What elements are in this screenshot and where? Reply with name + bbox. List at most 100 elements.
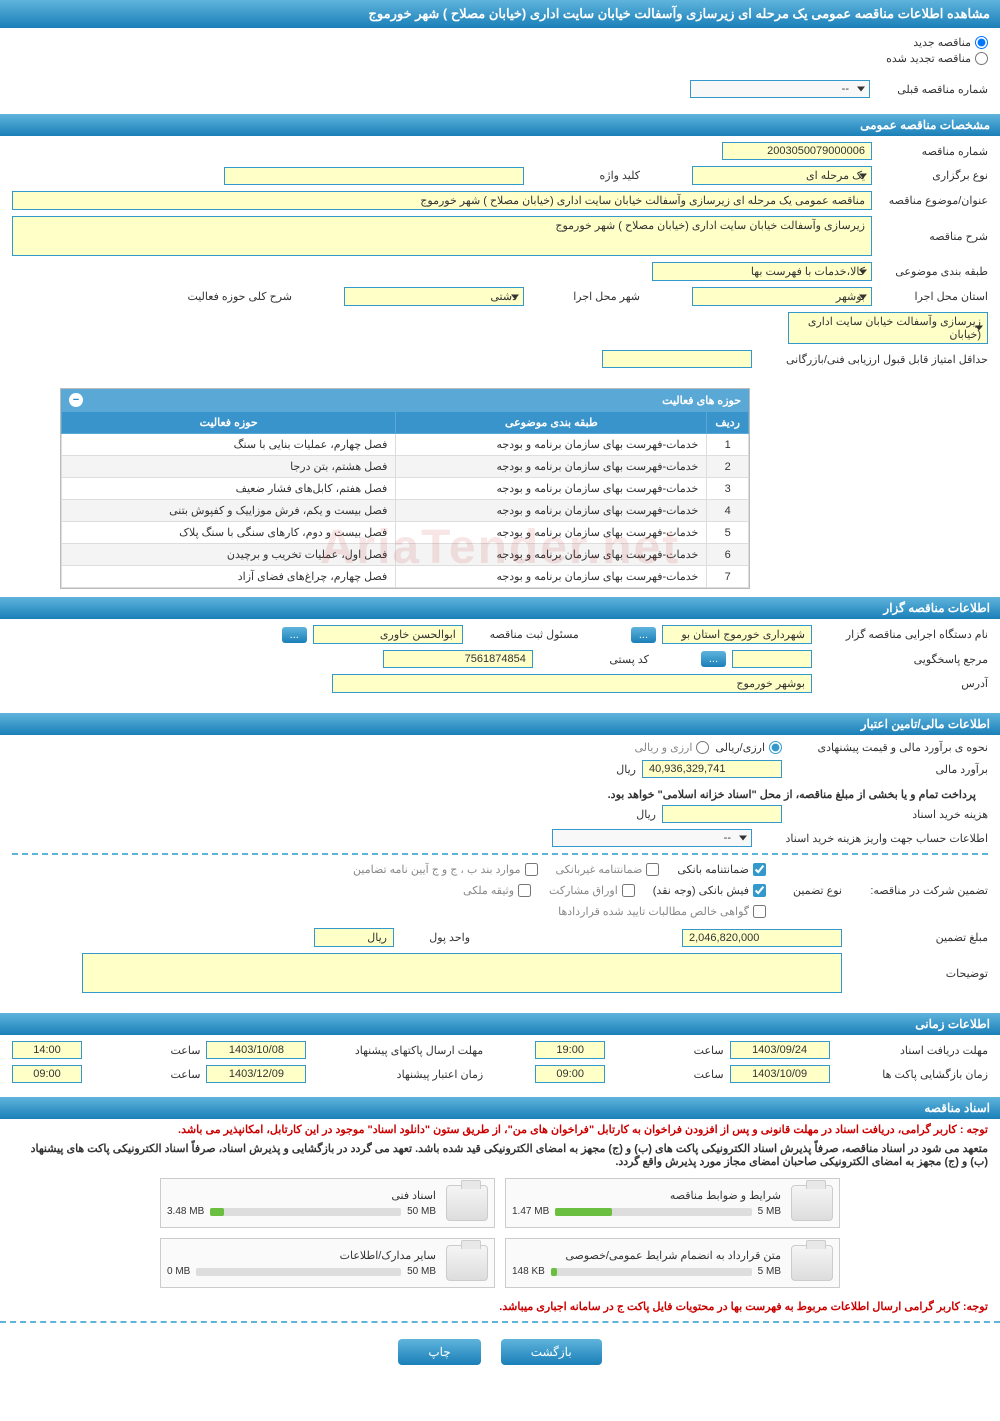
- reg-more-button[interactable]: ...: [282, 627, 307, 643]
- row-idx: 3: [707, 478, 749, 500]
- unit-value: ریال: [314, 928, 394, 947]
- activity-select[interactable]: زیرسازی وآسفالت خیابان سایت اداری (خیابا…: [788, 312, 988, 344]
- ck-clause-b[interactable]: موارد بند ب ، ج و ج آیین نامه تضامین: [353, 863, 537, 876]
- doc-used: 3.48 MB: [167, 1206, 204, 1217]
- open-date: 1403/10/09: [730, 1065, 830, 1083]
- collapse-icon[interactable]: −: [69, 393, 83, 407]
- radio-renewed[interactable]: مناقصه تجدید شده: [886, 52, 988, 65]
- ck-property[interactable]: وثیقه ملکی: [463, 884, 531, 897]
- ck-bank-guarantee[interactable]: ضمانتنامه بانکی: [677, 863, 766, 876]
- table-row: 3 خدمات-فهرست بهای سازمان برنامه و بودجه…: [62, 478, 749, 500]
- row-idx: 6: [707, 544, 749, 566]
- radio-new[interactable]: مناقصه جدید: [913, 36, 988, 49]
- folder-icon: [446, 1185, 488, 1221]
- reg-value: ابوالحسن خاوری: [313, 625, 463, 644]
- zip-label: کد پستی: [539, 653, 649, 666]
- doc-progress: [555, 1208, 751, 1216]
- guar-amt-label: مبلغ تضمین: [848, 931, 988, 944]
- row-area: فصل بیست و یکم، فرش موزاییک و کفپوش بتنی: [62, 500, 396, 522]
- type-select[interactable]: یک مرحله ای: [692, 166, 872, 185]
- activity-table: حوزه های فعالیت − ردیف طبقه بندی موضوعی …: [60, 388, 750, 589]
- print-button[interactable]: چاپ: [398, 1339, 480, 1365]
- row-area: فصل چهارم، عملیات بنایی با سنگ: [62, 434, 396, 456]
- doc-fee-value[interactable]: [662, 805, 782, 823]
- min-score-label: حداقل امتیاز قابل قبول ارزیابی فنی/بازرگ…: [758, 353, 988, 366]
- prov-label: استان محل اجرا: [878, 290, 988, 303]
- ck-cash[interactable]: فیش بانکی (وجه نقد): [653, 884, 766, 897]
- radio-new-label: مناقصه جدید: [913, 36, 971, 49]
- tender-mode-radios: مناقصه جدید مناقصه تجدید شده: [0, 28, 1000, 76]
- doc-total: 50 MB: [407, 1266, 436, 1277]
- doc-total: 50 MB: [407, 1206, 436, 1217]
- resp-value[interactable]: [732, 650, 812, 668]
- back-button[interactable]: بازگشت: [501, 1339, 602, 1365]
- class-select[interactable]: کالا،خدمات با فهرست بها: [652, 262, 872, 281]
- city-select[interactable]: دشتی: [344, 287, 524, 306]
- org-more-button[interactable]: ...: [631, 627, 656, 643]
- remarks-label: توضیحات: [848, 967, 988, 980]
- min-score-value[interactable]: [602, 350, 752, 368]
- doc-title: شرایط و ضوابط مناقصه: [512, 1189, 781, 1202]
- row-idx: 5: [707, 522, 749, 544]
- est-label: برآورد مالی: [788, 763, 988, 776]
- doc-card[interactable]: سایر مدارک/اطلاعات 0 MB 50 MB: [160, 1238, 495, 1288]
- send-time: 14:00: [12, 1041, 82, 1059]
- doc-fee-label: هزینه خرید اسناد: [788, 808, 988, 821]
- doc-title: متن قرارداد به انضمام شرایط عمومی/خصوصی: [512, 1249, 781, 1262]
- valid-label: زمان اعتبار پیشنهاد: [312, 1068, 483, 1081]
- doc-card[interactable]: شرایط و ضوابط مناقصه 1.47 MB 5 MB: [505, 1178, 840, 1228]
- recv-time: 19:00: [535, 1041, 605, 1059]
- est-unit: ریال: [616, 763, 636, 776]
- send-date: 1403/10/08: [206, 1041, 306, 1059]
- row-cat: خدمات-فهرست بهای سازمان برنامه و بودجه: [396, 522, 707, 544]
- prov-select[interactable]: بوشهر: [692, 287, 872, 306]
- org-label: نام دستگاه اجرایی مناقصه گزار: [818, 628, 988, 641]
- valid-time: 09:00: [12, 1065, 82, 1083]
- city-label: شهر محل اجرا: [530, 290, 640, 303]
- doc-card[interactable]: اسناد فنی 3.48 MB 50 MB: [160, 1178, 495, 1228]
- recv-date: 1403/09/24: [730, 1041, 830, 1059]
- section-holder: اطلاعات مناقصه گزار: [0, 597, 1000, 619]
- unit-label: واحد پول: [400, 931, 470, 944]
- keyword-label: کلید واژه: [530, 169, 640, 182]
- folder-icon: [791, 1245, 833, 1281]
- docs-note-2: متعهد می شود در اسناد مناقصه، صرفاً پذیر…: [0, 1140, 1000, 1170]
- hour-label-2: ساعت: [88, 1044, 200, 1057]
- radio-both[interactable]: ارزی و ریالی: [634, 741, 709, 754]
- row-area: فصل هفتم، کابل‌های فشار ضعیف: [62, 478, 396, 500]
- ck-bonds[interactable]: اوراق مشارکت: [549, 884, 635, 897]
- radio-renewed-label: مناقصه تجدید شده: [886, 52, 971, 65]
- guar-amt-value: 2,046,820,000: [682, 929, 842, 947]
- doc-progress: [210, 1208, 401, 1216]
- acc-label: اطلاعات حساب جهت واریز هزینه خرید اسناد: [758, 832, 988, 845]
- keyword-value[interactable]: [224, 167, 524, 185]
- row-area: فصل بیست و دوم، کارهای سنگی با سنگ پلاک: [62, 522, 396, 544]
- folder-icon: [791, 1185, 833, 1221]
- title-value: مناقصه عمومی یک مرحله ای زیرسازی وآسفالت…: [12, 191, 872, 210]
- row-idx: 7: [707, 566, 749, 588]
- doc-card[interactable]: متن قرارداد به انضمام شرایط عمومی/خصوصی …: [505, 1238, 840, 1288]
- class-label: طبقه بندی موضوعی: [878, 265, 988, 278]
- row-area: فصل هشتم، بتن درجا: [62, 456, 396, 478]
- open-label: زمان بازگشایی پاکت ها: [836, 1068, 988, 1081]
- table-row: 7 خدمات-فهرست بهای سازمان برنامه و بودجه…: [62, 566, 749, 588]
- resp-more-button[interactable]: ...: [701, 651, 726, 667]
- type-label: نوع برگزاری: [878, 169, 988, 182]
- ck-nonbank[interactable]: ضمانتنامه غیربانکی: [556, 863, 660, 876]
- ck-receivables[interactable]: گواهی خالص مطالبات تایید شده قراردادها: [558, 905, 766, 918]
- row-cat: خدمات-فهرست بهای سازمان برنامه و بودجه: [396, 500, 707, 522]
- section-time: اطلاعات زمانی: [0, 1013, 1000, 1035]
- remarks-value[interactable]: [82, 953, 842, 993]
- section-financial: اطلاعات مالی/تامین اعتبار: [0, 713, 1000, 735]
- col-idx: ردیف: [707, 412, 749, 434]
- table-row: 1 خدمات-فهرست بهای سازمان برنامه و بودجه…: [62, 434, 749, 456]
- radio-rial[interactable]: ارزی/ریالی: [715, 741, 782, 754]
- row-cat: خدمات-فهرست بهای سازمان برنامه و بودجه: [396, 478, 707, 500]
- row-area: فصل چهارم، چراغ‌های فضای آزاد: [62, 566, 396, 588]
- doc-progress: [551, 1268, 752, 1276]
- acc-select[interactable]: --: [552, 829, 752, 847]
- reg-label: مسئول ثبت مناقصه: [469, 628, 579, 641]
- method-label: نحوه ی برآورد مالی و قیمت پیشنهادی: [788, 741, 988, 754]
- row-idx: 2: [707, 456, 749, 478]
- prev-tender-select[interactable]: --: [690, 80, 870, 98]
